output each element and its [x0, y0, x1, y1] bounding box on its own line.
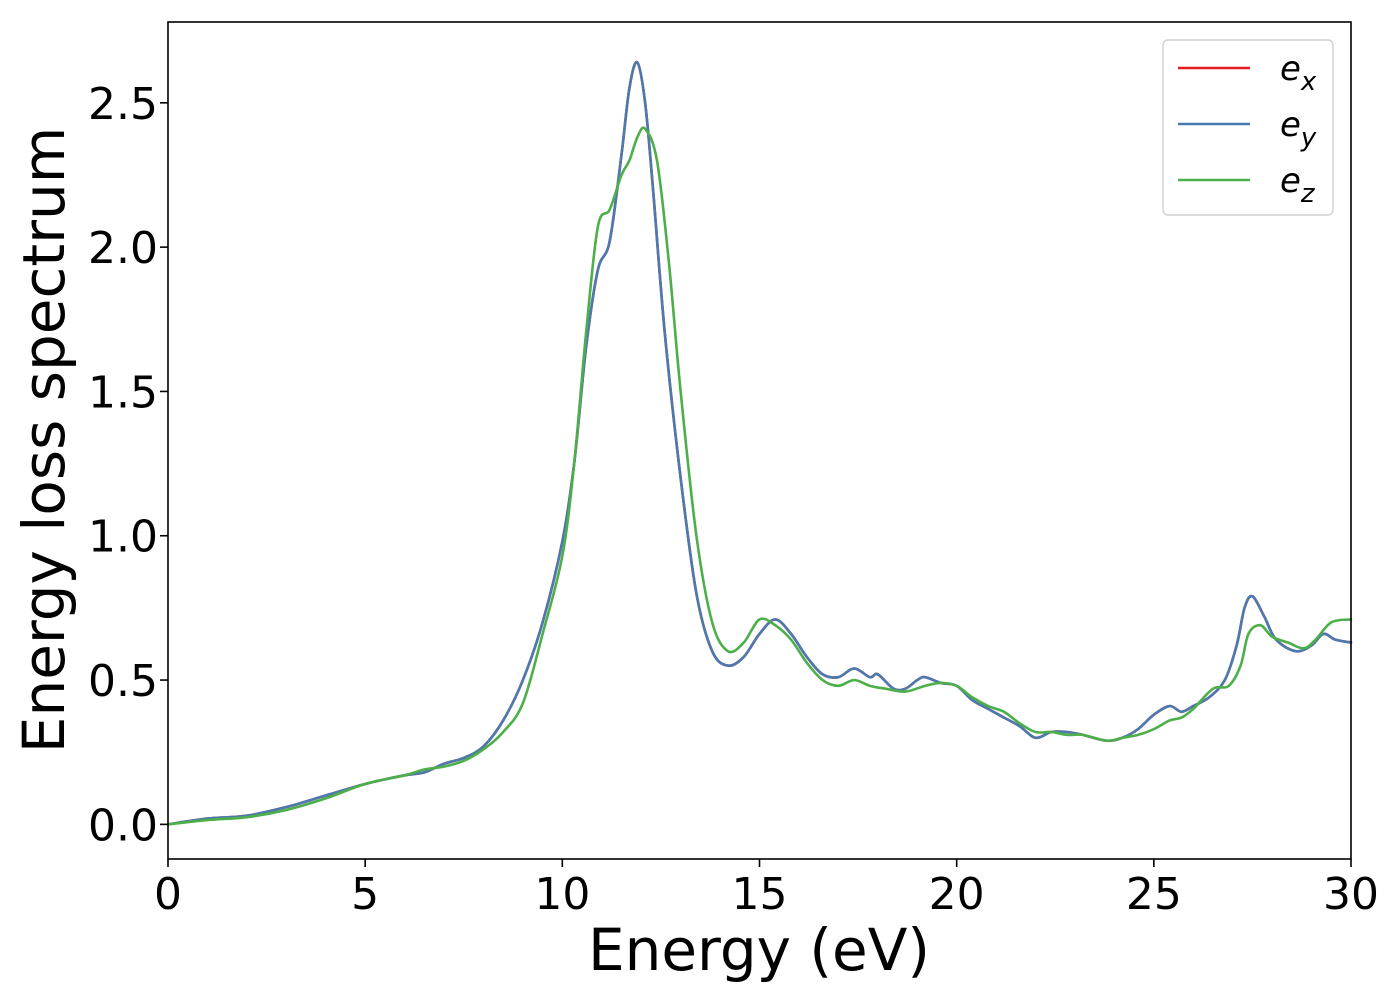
- y-tick-label: 1.5: [88, 367, 158, 418]
- series-line-e-z: [166, 126, 1353, 826]
- legend: ex ey ez: [1162, 39, 1334, 216]
- y-tick-label: 2.0: [88, 223, 158, 274]
- series-line-e-y: [166, 60, 1353, 826]
- legend-box: [1162, 39, 1334, 216]
- y-axis-label: Energy loss spectrum: [10, 127, 78, 753]
- legend-label-z: ez: [1280, 161, 1316, 209]
- y-tick-label: 2.5: [88, 79, 158, 130]
- y-axis: 0.0 0.5 1.0 1.5 2.0 2.5: [88, 79, 168, 851]
- x-tick-label: 10: [534, 869, 590, 920]
- x-axis-label: Energy (eV): [588, 916, 930, 984]
- plot-background: [168, 22, 1351, 859]
- x-tick-label: 15: [732, 869, 788, 920]
- series-layer: [166, 60, 1353, 826]
- legend-label-x: ex: [1280, 49, 1317, 97]
- x-tick-label: 0: [154, 869, 182, 920]
- x-tick-label: 20: [929, 869, 985, 920]
- x-axis: 0 5 10 15 20 25 30: [154, 859, 1379, 920]
- y-tick-label: 0.0: [88, 800, 158, 851]
- y-tick-label: 1.0: [88, 512, 158, 563]
- y-tick-label: 0.5: [88, 656, 158, 707]
- x-tick-label: 25: [1126, 869, 1182, 920]
- x-tick-label: 30: [1323, 869, 1379, 920]
- x-tick-label: 5: [351, 869, 379, 920]
- legend-label-y: ey: [1280, 105, 1317, 153]
